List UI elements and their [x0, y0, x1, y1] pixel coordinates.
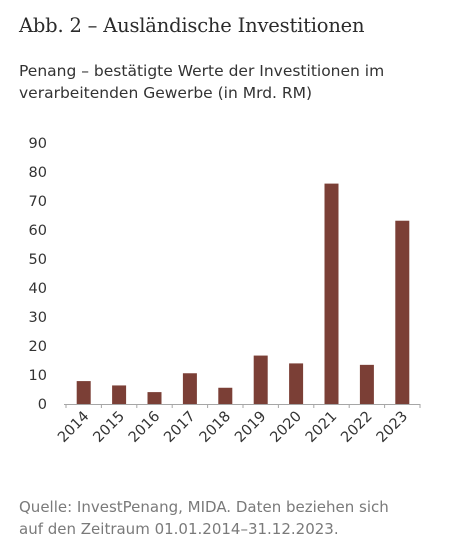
x-tick-label: 2019 — [232, 409, 269, 446]
subtitle-line: Penang – bestätigte Werte der Investitio… — [19, 62, 385, 80]
x-tick-label: 2016 — [126, 409, 163, 446]
source-note: Quelle: InvestPenang, MIDA. Daten bezieh… — [19, 496, 444, 540]
figure-title: Abb. 2 – Ausländische Investitionen — [19, 14, 365, 37]
bar — [147, 392, 162, 404]
x-tick-label: 2021 — [303, 409, 340, 446]
bar — [359, 364, 374, 404]
x-tick-label: 2020 — [268, 409, 305, 446]
bar — [395, 220, 410, 404]
y-tick-label: 70 — [29, 194, 47, 210]
y-tick-label: 0 — [38, 397, 47, 413]
y-tick-label: 30 — [29, 310, 47, 326]
y-axis: 0 10 20 30 40 50 60 70 80 90 — [29, 136, 47, 413]
bar — [218, 387, 233, 404]
y-tick-label: 90 — [29, 136, 47, 152]
y-tick-label: 80 — [29, 165, 47, 181]
source-line: Quelle: InvestPenang, MIDA. Daten bezieh… — [19, 498, 389, 516]
bar — [182, 373, 197, 404]
x-tick-label: 2017 — [161, 409, 198, 446]
chart-subtitle: Penang – bestätigte Werte der Investitio… — [19, 60, 439, 104]
source-line: auf den Zeitraum 01.01.2014–31.12.2023. — [19, 520, 339, 538]
bar — [289, 363, 304, 404]
bar-series — [76, 183, 410, 404]
x-tick-label: 2022 — [338, 409, 375, 446]
subtitle-line: verarbeitenden Gewerbe (in Mrd. RM) — [19, 84, 313, 102]
x-tick-label: 2023 — [374, 409, 411, 446]
y-tick-label: 60 — [29, 223, 47, 239]
y-tick-label: 20 — [29, 339, 47, 355]
x-tick-label: 2014 — [55, 409, 92, 446]
y-tick-label: 10 — [29, 368, 47, 384]
y-tick-label: 50 — [29, 252, 47, 268]
bar — [253, 355, 268, 404]
x-tick-label: 2018 — [197, 409, 234, 446]
bar — [112, 385, 127, 404]
x-tick-label: 2015 — [91, 409, 128, 446]
bar — [76, 381, 91, 404]
bar — [324, 183, 339, 404]
y-tick-label: 40 — [29, 281, 47, 297]
